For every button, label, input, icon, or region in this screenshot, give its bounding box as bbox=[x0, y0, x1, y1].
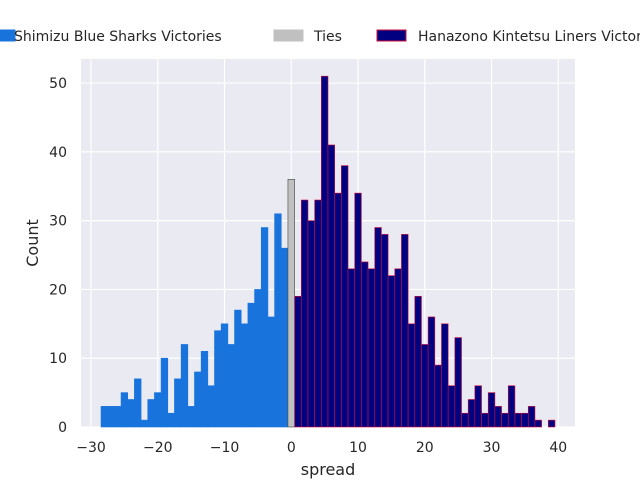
histogram-bar bbox=[167, 412, 175, 428]
legend-swatch bbox=[0, 29, 16, 42]
x-tick-label: 30 bbox=[483, 440, 501, 456]
histogram-bar bbox=[280, 247, 289, 428]
x-axis-label: spread bbox=[301, 460, 356, 479]
legend-label: Hanazono Kintetsu Liners Victories bbox=[418, 29, 640, 45]
histogram-bar bbox=[347, 268, 356, 428]
histogram-bar bbox=[187, 406, 195, 428]
histogram-bar bbox=[267, 316, 275, 428]
histogram-bar bbox=[387, 275, 396, 428]
x-tick-label: 20 bbox=[416, 440, 434, 456]
histogram-bars bbox=[100, 75, 556, 428]
histogram-bar bbox=[487, 392, 496, 428]
histogram-bar bbox=[214, 330, 222, 428]
y-axis-label: Count bbox=[23, 219, 42, 267]
histogram-bar bbox=[521, 412, 529, 428]
histogram-bar bbox=[180, 344, 189, 428]
x-tick-label: −20 bbox=[143, 440, 173, 456]
histogram-bar bbox=[467, 399, 476, 428]
histogram-bar bbox=[207, 385, 215, 428]
histogram-bar bbox=[274, 213, 282, 428]
histogram-bar bbox=[501, 412, 509, 428]
histogram-bar bbox=[194, 371, 202, 428]
histogram-bar bbox=[407, 323, 416, 428]
y-tick-label: 40 bbox=[49, 145, 67, 161]
histogram-bar bbox=[534, 419, 542, 428]
histogram-bar bbox=[134, 378, 142, 428]
legend-swatch bbox=[273, 29, 304, 42]
y-tick-label: 0 bbox=[58, 420, 67, 436]
x-axis-ticks: −30 −20 −10 0 10 20 30 40 bbox=[76, 440, 567, 456]
histogram-bar bbox=[147, 399, 155, 428]
histogram-bar bbox=[514, 412, 522, 428]
y-axis-ticks: 0 10 20 30 40 50 bbox=[49, 76, 67, 436]
y-tick-label: 10 bbox=[49, 351, 67, 367]
histogram-bar bbox=[401, 234, 409, 428]
histogram-bar bbox=[287, 179, 295, 428]
histogram-bar bbox=[474, 385, 482, 428]
histogram-bar bbox=[174, 378, 182, 428]
histogram-bar bbox=[107, 406, 115, 428]
y-tick-label: 30 bbox=[49, 214, 67, 230]
histogram-bar bbox=[341, 165, 349, 428]
x-tick-label: −30 bbox=[76, 440, 106, 456]
histogram-bar bbox=[361, 261, 369, 428]
histogram-bar bbox=[354, 192, 362, 428]
histogram-bar bbox=[160, 357, 169, 428]
legend-label: Ties bbox=[313, 29, 342, 45]
y-tick-label: 20 bbox=[49, 282, 67, 298]
histogram-bar bbox=[547, 419, 556, 428]
histogram-bar bbox=[227, 344, 235, 428]
histogram-bar bbox=[140, 419, 149, 428]
y-tick-label: 50 bbox=[49, 76, 67, 92]
histogram-bar bbox=[447, 385, 456, 428]
legend-swatch bbox=[376, 29, 407, 42]
histogram-bar bbox=[234, 309, 242, 428]
histogram-bar bbox=[494, 406, 502, 428]
histogram-bar bbox=[240, 323, 249, 428]
x-tick-label: −10 bbox=[210, 440, 240, 456]
histogram-bar bbox=[454, 337, 462, 428]
histogram-bar bbox=[434, 364, 442, 428]
x-tick-label: 10 bbox=[349, 440, 367, 456]
histogram-bar bbox=[327, 144, 335, 428]
histogram-bar bbox=[374, 227, 382, 428]
x-tick-label: 40 bbox=[549, 440, 567, 456]
histogram-bar bbox=[381, 234, 389, 428]
histogram-bar bbox=[200, 351, 209, 428]
histogram-bar bbox=[314, 199, 322, 428]
histogram-bar bbox=[481, 412, 489, 428]
histogram-bar bbox=[120, 392, 129, 428]
histogram-bar bbox=[321, 75, 329, 428]
histogram-bar bbox=[220, 323, 229, 428]
histogram-bar bbox=[300, 199, 309, 428]
histogram-bar bbox=[260, 227, 269, 428]
histogram-bar bbox=[427, 316, 436, 428]
legend: Shimizu Blue Sharks Victories Ties Hanazon… bbox=[0, 29, 640, 45]
histogram-bar bbox=[334, 192, 342, 428]
histogram-bar bbox=[421, 344, 429, 428]
histogram-bar bbox=[127, 399, 135, 428]
histogram-bar bbox=[507, 385, 516, 428]
legend-label: Shimizu Blue Sharks Victories bbox=[14, 29, 222, 45]
histogram-bar bbox=[367, 268, 376, 428]
histogram-bar bbox=[154, 392, 162, 428]
histogram-bar bbox=[100, 406, 109, 428]
histogram-bar bbox=[461, 412, 469, 428]
x-tick-label: 0 bbox=[287, 440, 296, 456]
histogram-bar bbox=[247, 302, 255, 428]
histogram-bar bbox=[307, 220, 315, 428]
histogram-bar bbox=[294, 296, 302, 428]
histogram-bar bbox=[414, 296, 422, 428]
histogram-bar bbox=[394, 268, 402, 428]
histogram-bar bbox=[527, 406, 536, 428]
histogram-bar bbox=[441, 323, 449, 428]
histogram-bar bbox=[114, 406, 122, 428]
histogram-bar bbox=[254, 289, 262, 428]
